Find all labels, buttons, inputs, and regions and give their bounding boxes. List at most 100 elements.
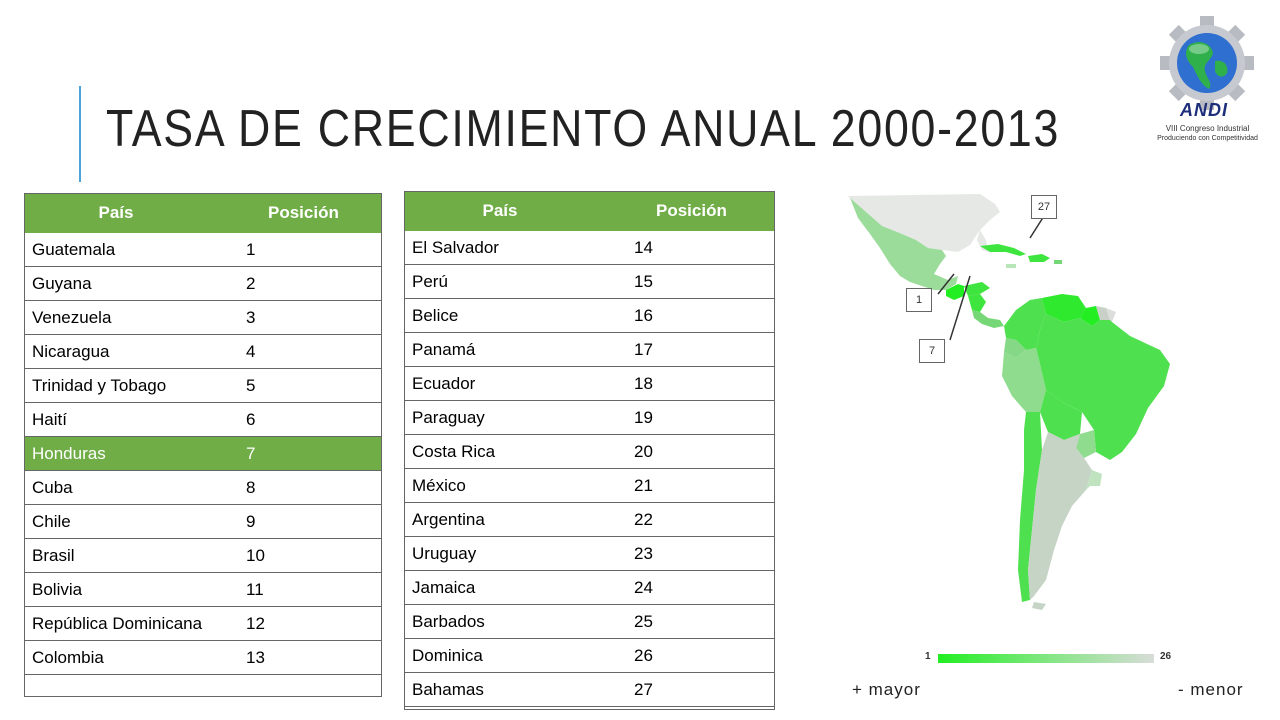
country-cell: Honduras xyxy=(24,436,238,471)
table-row: Ecuador 18 xyxy=(404,366,775,401)
position-cell: 16 xyxy=(626,298,775,333)
table-row: Barbados 25 xyxy=(404,604,775,639)
page-title: TASA DE CRECIMIENTO ANUAL 2000-2013 xyxy=(106,100,1061,158)
ranking-table-left: País Posición Guatemala 1 Guyana 2 Venezuela… xyxy=(24,193,382,675)
logo-tagline-1: VIII Congreso Industrial xyxy=(1165,124,1250,133)
country-cell: Panamá xyxy=(404,332,626,367)
map-north-america xyxy=(848,194,1000,252)
table-row: México 21 xyxy=(404,468,775,503)
country-cell: Perú xyxy=(404,264,626,299)
table-row: Brasil 10 xyxy=(24,538,382,573)
map-costa-rica-panama xyxy=(972,310,1004,328)
position-cell: 1 xyxy=(238,233,382,267)
map-colombia xyxy=(1004,298,1046,350)
table-row: Argentina 22 xyxy=(404,502,775,537)
map-callout-bahamas: 27 xyxy=(1031,195,1057,219)
country-cell: México xyxy=(404,468,626,503)
map-nicaragua xyxy=(968,294,986,312)
table-row: Honduras 7 xyxy=(24,436,382,471)
table-row: Uruguay 23 xyxy=(404,536,775,571)
map-argentina xyxy=(1028,432,1092,600)
table-row: Guatemala 1 xyxy=(24,233,382,267)
country-cell: Belice xyxy=(404,298,626,333)
header-country: País xyxy=(404,191,626,231)
header-country: País xyxy=(24,193,238,233)
table-row: Belice 16 xyxy=(404,298,775,333)
table-row: Paraguay 19 xyxy=(404,400,775,435)
position-cell: 7 xyxy=(238,436,382,471)
scale-gradient-bar xyxy=(938,654,1154,663)
map-puerto-rico xyxy=(1054,260,1062,264)
table-row: Venezuela 3 xyxy=(24,300,382,335)
map-callout-honduras: 7 xyxy=(919,339,945,363)
position-cell: 24 xyxy=(626,570,775,605)
table-row: Bolivia 11 xyxy=(24,572,382,607)
map-hispaniola xyxy=(1028,254,1050,262)
header-position: Posición xyxy=(626,191,775,231)
map-venezuela xyxy=(1042,294,1086,322)
position-cell: 9 xyxy=(238,504,382,539)
position-cell: 4 xyxy=(238,334,382,369)
position-cell: 2 xyxy=(238,266,382,301)
position-cell: 15 xyxy=(626,264,775,299)
country-cell: Bahamas xyxy=(404,672,626,707)
position-cell: 19 xyxy=(626,400,775,435)
position-cell: 3 xyxy=(238,300,382,335)
map-paraguay xyxy=(1076,430,1096,458)
map-bolivia xyxy=(1040,390,1082,440)
table-row: Cuba 8 xyxy=(24,470,382,505)
gear-globe-icon xyxy=(1160,16,1254,110)
legend-less-label: - menor xyxy=(1178,680,1244,699)
country-cell: Jamaica xyxy=(404,570,626,605)
position-cell: 14 xyxy=(626,231,775,265)
map-guatemala xyxy=(946,284,964,300)
scale-min-label: 1 xyxy=(925,651,931,662)
table-row: Trinidad y Tobago 5 xyxy=(24,368,382,403)
map-tierra-del-fuego xyxy=(1032,602,1046,610)
map-jamaica xyxy=(1006,264,1016,268)
table-row: Dominica 26 xyxy=(404,638,775,673)
country-cell: Uruguay xyxy=(404,536,626,571)
position-cell: 27 xyxy=(626,672,775,707)
position-cell: 13 xyxy=(238,640,382,675)
position-cell: 23 xyxy=(626,536,775,571)
country-cell: Venezuela xyxy=(24,300,238,335)
map-french-guiana xyxy=(1106,308,1116,322)
callout-line-1 xyxy=(937,273,955,295)
position-cell: 5 xyxy=(238,368,382,403)
position-cell: 22 xyxy=(626,502,775,537)
legend-more-label: + mayor xyxy=(852,680,921,699)
country-cell: Argentina xyxy=(404,502,626,537)
country-cell: Nicaragua xyxy=(24,334,238,369)
map-honduras xyxy=(964,282,990,296)
position-cell: 20 xyxy=(626,434,775,469)
country-cell: Costa Rica xyxy=(404,434,626,469)
country-cell: Ecuador xyxy=(404,366,626,401)
table-row: Costa Rica 20 xyxy=(404,434,775,469)
country-cell: Guyana xyxy=(24,266,238,301)
scale-max-label: 26 xyxy=(1160,651,1172,662)
ranking-table-right: País Posición El Salvador 14 Perú 15 Belice 1… xyxy=(404,191,775,707)
map-brazil xyxy=(1036,314,1170,460)
country-cell: Brasil xyxy=(24,538,238,573)
callout-line-27 xyxy=(1029,215,1045,239)
map-mexico xyxy=(850,198,958,290)
table-header-row: País Posición xyxy=(24,193,382,233)
table-row: Haití 6 xyxy=(24,402,382,437)
position-cell: 25 xyxy=(626,604,775,639)
table-row: Guyana 2 xyxy=(24,266,382,301)
position-cell: 21 xyxy=(626,468,775,503)
position-cell: 26 xyxy=(626,638,775,673)
position-cell: 17 xyxy=(626,332,775,367)
latin-america-map xyxy=(848,194,1170,610)
country-cell: Trinidad y Tobago xyxy=(24,368,238,403)
country-cell: Guatemala xyxy=(24,233,238,267)
map-peru xyxy=(1002,348,1046,412)
logo-name: ANDI xyxy=(1180,100,1228,120)
table-row: República Dominicana 12 xyxy=(24,606,382,641)
table-row: Chile 9 xyxy=(24,504,382,539)
country-cell: El Salvador xyxy=(404,231,626,265)
andi-logo: ANDI VIII Congreso Industrial Produciend… xyxy=(1150,16,1265,148)
position-cell: 8 xyxy=(238,470,382,505)
table-row: Colombia 13 xyxy=(24,640,382,675)
